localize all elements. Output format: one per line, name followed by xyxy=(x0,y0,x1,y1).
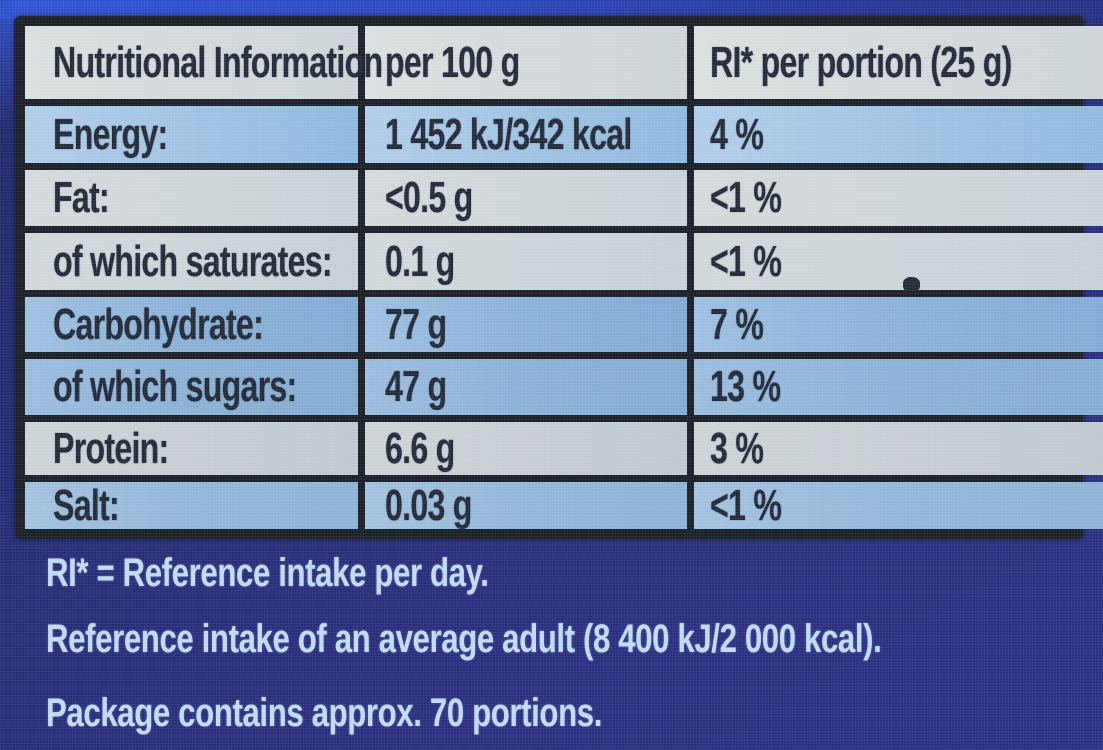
cell-text: Energy: xyxy=(53,109,168,159)
energy-per100-cell: 1 452 kJ/342 kcal xyxy=(365,106,687,163)
sugars-label-cell: of which sugars: xyxy=(25,359,358,415)
footnote-ri-definition: RI* = Reference intake per day. xyxy=(46,551,489,595)
print-speck xyxy=(903,277,920,291)
carbohydrate-label-cell: Carbohydrate: xyxy=(25,297,358,352)
energy-ri-cell: 4 % xyxy=(694,106,1103,163)
cell-text: RI* per portion (25 g) xyxy=(710,37,1012,87)
salt-per100-cell: 0.03 g xyxy=(365,480,687,530)
cell-text: 1 452 kJ/342 kcal xyxy=(385,109,632,159)
cell-text: <0.5 g xyxy=(385,173,473,222)
cell-text: 3 % xyxy=(710,423,764,473)
sugars-ri-cell: 13 % xyxy=(694,359,1103,415)
cell-text: per 100 g xyxy=(385,37,520,87)
cell-text: 7 % xyxy=(710,299,764,349)
salt-label-cell: Salt: xyxy=(25,480,358,530)
nutrition-table: Nutritional Information per 100 g RI* pe… xyxy=(15,16,1103,539)
cell-text: 4 % xyxy=(710,109,764,159)
saturates-ri-cell: <1 % xyxy=(694,233,1103,290)
cell-text: 77 g xyxy=(385,299,447,349)
salt-ri-cell: <1 % xyxy=(694,480,1103,530)
cell-text: <1 % xyxy=(710,236,782,286)
cell-text: Fat: xyxy=(53,173,110,222)
cell-text: Nutritional Information xyxy=(53,37,383,87)
column-header-per-100g: per 100 g xyxy=(365,26,687,99)
column-header-ri-per-portion: RI* per portion (25 g) xyxy=(694,26,1103,99)
cell-text: <1 % xyxy=(710,173,782,222)
cell-text: 47 g xyxy=(385,362,447,411)
saturates-per100-cell: 0.1 g xyxy=(365,233,687,290)
saturates-label-cell: of which saturates: xyxy=(25,233,358,290)
cell-text: of which saturates: xyxy=(53,236,333,286)
package-left-highlight xyxy=(0,0,14,130)
protein-ri-cell: 3 % xyxy=(694,422,1103,475)
cell-text: Protein: xyxy=(53,423,169,473)
protein-label-cell: Protein: xyxy=(25,422,358,475)
package-top-band xyxy=(0,0,1103,19)
sugars-per100-cell: 47 g xyxy=(365,359,687,415)
cell-text: Salt: xyxy=(53,480,120,530)
cell-text: of which sugars: xyxy=(53,362,297,411)
cell-text: 13 % xyxy=(710,362,781,411)
cell-text: 6.6 g xyxy=(385,423,455,473)
footnote-package-portions: Package contains approx. 70 portions. xyxy=(46,691,603,735)
cell-text: 0.03 g xyxy=(385,480,472,530)
cell-text: Carbohydrate: xyxy=(53,299,264,349)
footnote-reference-intake-adult: Reference intake of an average adult (8 … xyxy=(46,617,882,661)
cell-text: 0.1 g xyxy=(385,236,455,286)
energy-label-cell: Energy: xyxy=(25,106,358,163)
fat-per100-cell: <0.5 g xyxy=(365,170,687,226)
carbohydrate-per100-cell: 77 g xyxy=(365,297,687,352)
fat-label-cell: Fat: xyxy=(25,170,358,226)
carbohydrate-ri-cell: 7 % xyxy=(694,297,1103,352)
protein-per100-cell: 6.6 g xyxy=(365,422,687,475)
column-header-nutrient: Nutritional Information xyxy=(25,26,383,99)
cell-text: <1 % xyxy=(710,480,782,530)
fat-ri-cell: <1 % xyxy=(694,170,1103,226)
